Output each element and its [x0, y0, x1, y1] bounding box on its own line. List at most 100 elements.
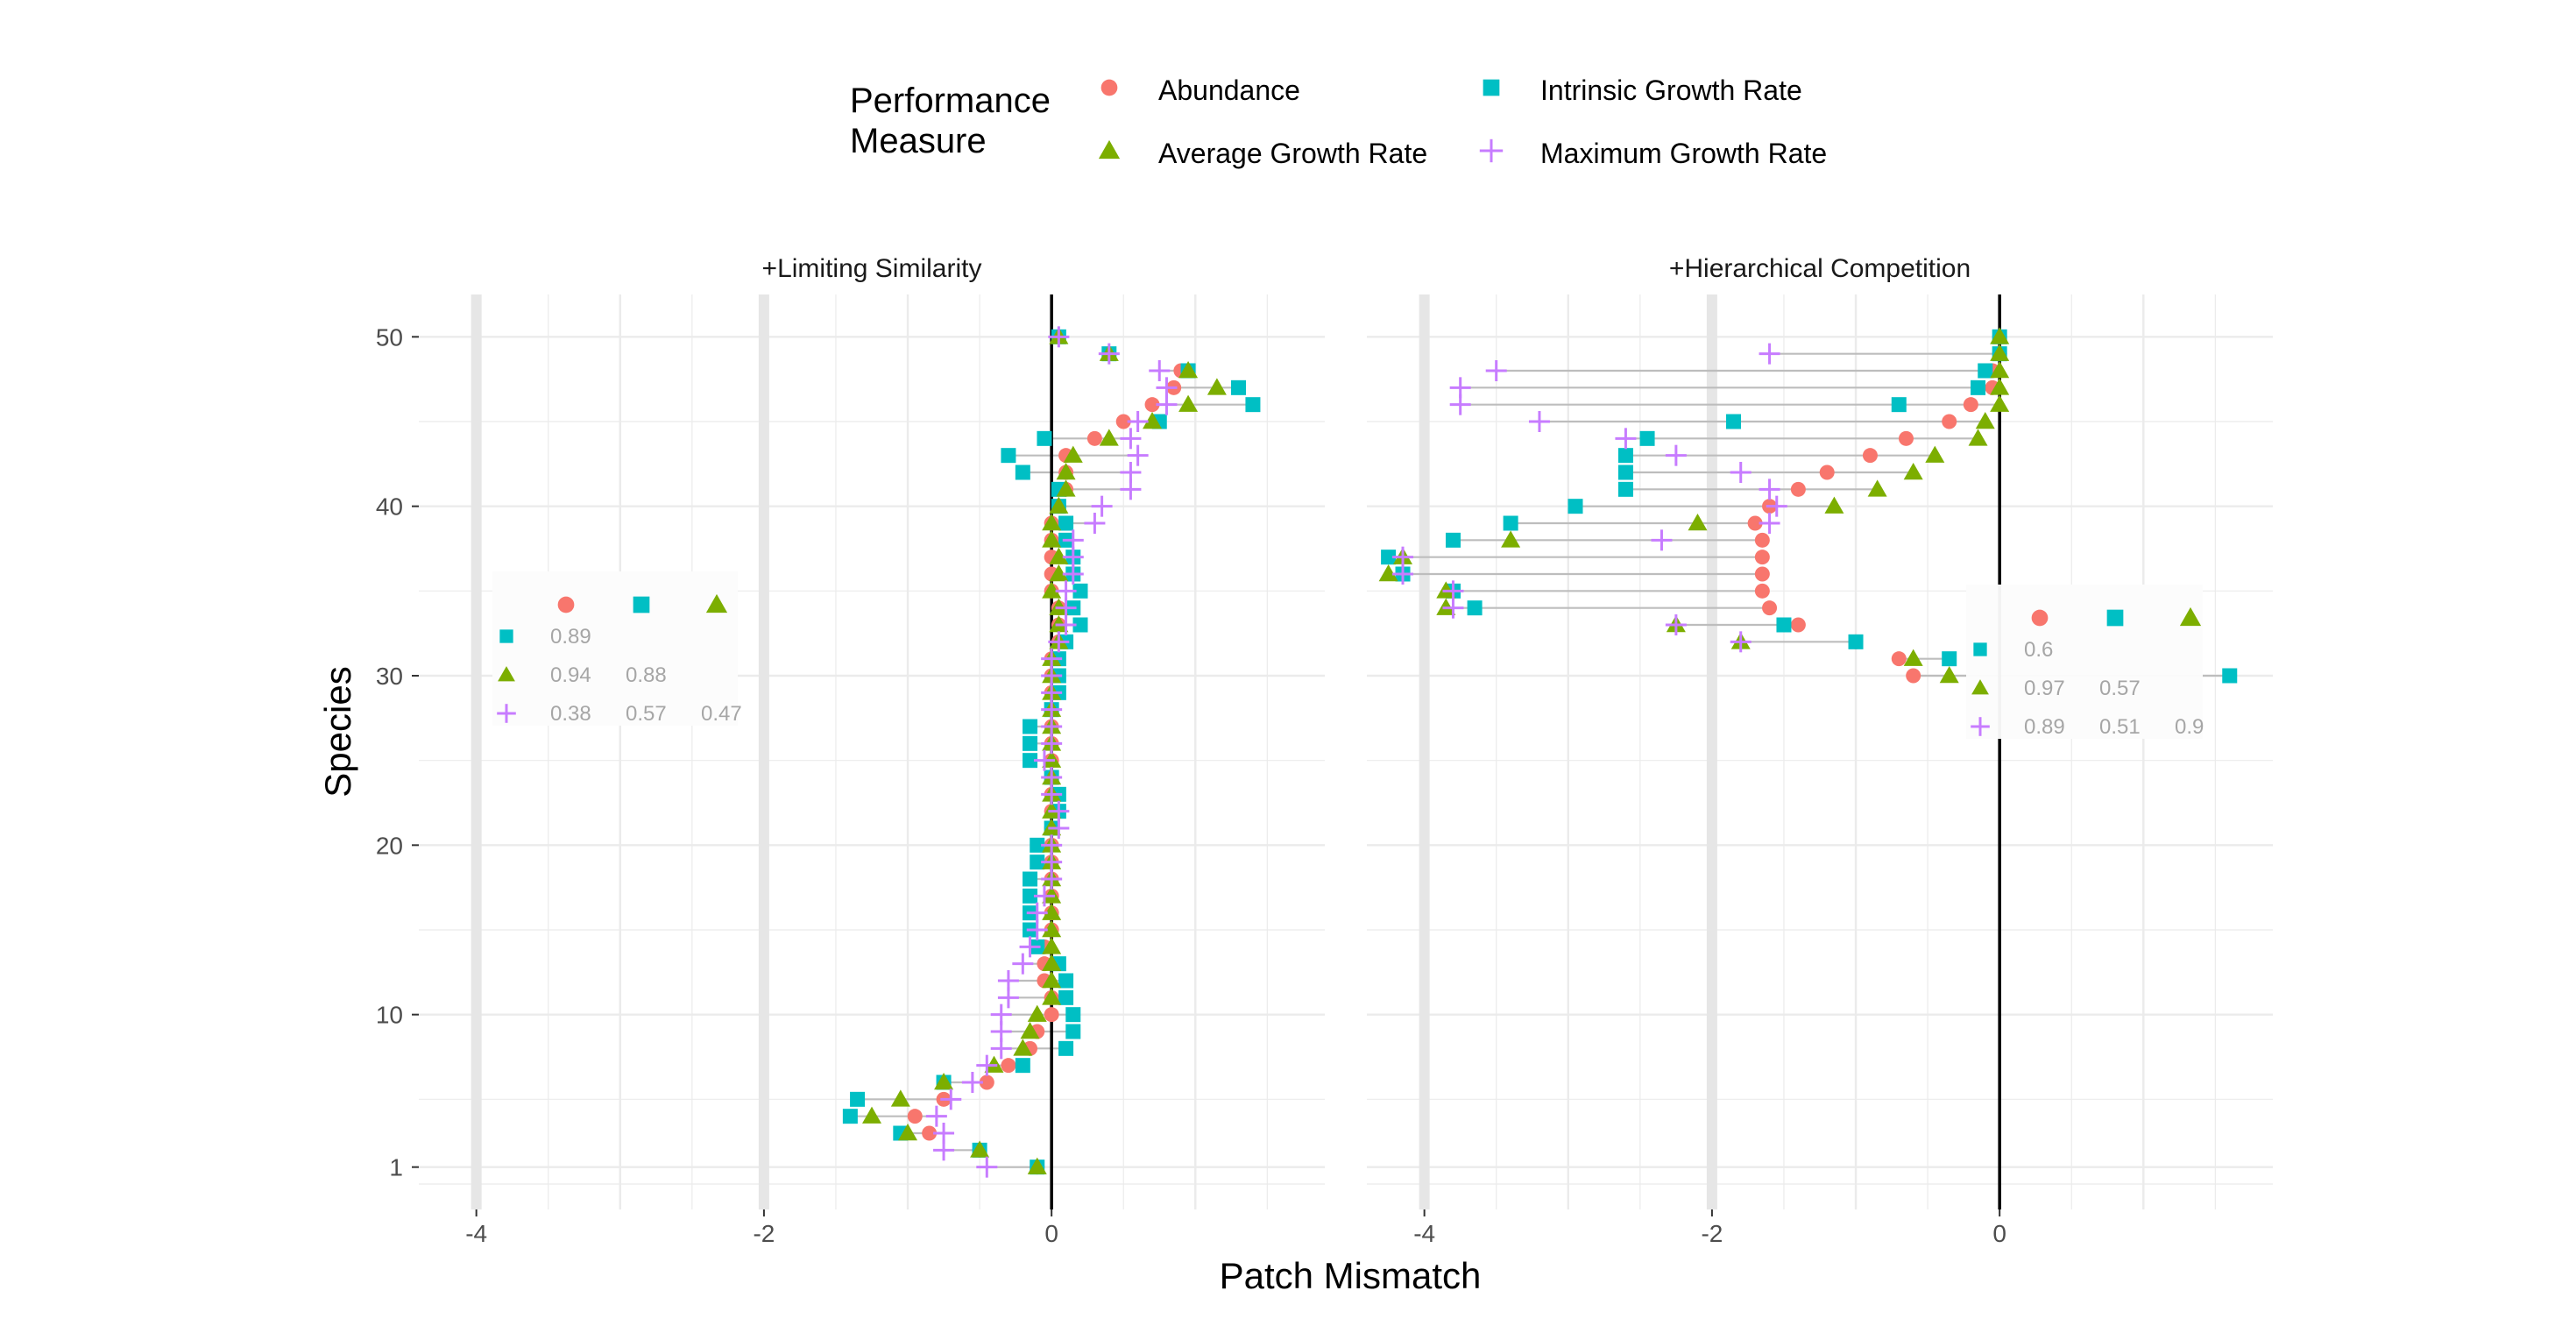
data-point-plus: [1120, 462, 1142, 483]
data-point-triangle: [1688, 514, 1708, 531]
y-tick-label: 1: [389, 1154, 403, 1181]
data-point-square: [1015, 464, 1030, 480]
inset-header-circle-marker: [557, 596, 575, 613]
panel-grid: [1367, 294, 2273, 1209]
legend-item-label: Abundance: [1158, 74, 1300, 106]
data-point-square: [842, 1109, 858, 1124]
data-point-square: [1617, 448, 1633, 464]
data-point-square: [1891, 397, 1907, 413]
data-point-plus: [1055, 580, 1077, 602]
data-point-plus: [1120, 428, 1142, 450]
data-point-triangle: [1042, 581, 1062, 599]
inset-correlation-value: 0.89: [550, 625, 591, 649]
data-point-circle: [1144, 397, 1160, 413]
y-tick-label: 30: [376, 663, 403, 690]
inset-correlation-value: 0.38: [550, 702, 591, 726]
data-point-circle: [1862, 448, 1878, 464]
data-point-plus: [1012, 953, 1034, 975]
data-point-square: [1726, 414, 1742, 429]
data-point-square: [1568, 499, 1583, 514]
inset-header-square-marker: [2106, 609, 2124, 627]
inset-correlation-value: 0.6: [2024, 638, 2053, 662]
data-point-square: [1445, 532, 1461, 548]
data-point-square: [1037, 430, 1052, 446]
legend-item-label: Maximum Growth Rate: [1540, 138, 1827, 169]
data-point-square: [850, 1091, 866, 1107]
data-point-plus: [1091, 495, 1113, 517]
data-point-plus: [1449, 377, 1471, 399]
data-point-triangle: [1501, 530, 1521, 548]
data-point-plus: [1048, 631, 1070, 653]
x-tick-label: 0: [1992, 1220, 2006, 1247]
data-point-plus: [925, 1105, 947, 1127]
legend-title-line-1: Performance: [850, 82, 1051, 120]
data-point-circle: [1001, 1058, 1016, 1074]
inset-correlation-value: 0.89: [2024, 715, 2065, 739]
legend-item-triangle: Average Growth Rate: [1098, 138, 1427, 169]
data-point-square: [1023, 753, 1038, 769]
data-point-plus: [976, 1156, 998, 1178]
data-point-triangle: [1042, 988, 1062, 1005]
y-tick-label: 20: [376, 832, 403, 859]
data-point-circle: [1754, 550, 1770, 565]
legend-square-marker: [1483, 79, 1500, 96]
inset-correlation-value: 0.97: [2024, 677, 2065, 700]
data-point-plus: [1062, 529, 1084, 551]
data-point-triangle: [1099, 429, 1119, 446]
data-point-plus: [1615, 428, 1637, 450]
inset-correlation-value: 0.94: [550, 663, 591, 687]
data-point-plus: [1048, 326, 1070, 348]
data-point-triangle: [1056, 463, 1076, 480]
data-point-square: [1503, 515, 1518, 531]
legend-item-circle: Abundance: [1100, 74, 1300, 106]
data-point-circle: [1762, 600, 1778, 616]
panel-title: +Limiting Similarity: [762, 254, 982, 283]
data-point-triangle: [1056, 479, 1076, 497]
data-point-square: [1072, 583, 1088, 599]
panel-grid: [419, 294, 1325, 1209]
x-tick-label: 0: [1044, 1220, 1058, 1247]
data-point-plus: [1019, 936, 1041, 958]
data-point-triangle: [1042, 514, 1062, 531]
data-point-square: [1776, 617, 1792, 633]
data-point-plus: [1127, 411, 1149, 432]
data-point-plus: [1485, 360, 1507, 381]
data-point-square: [1015, 1058, 1030, 1074]
data-point-square: [1381, 550, 1397, 565]
inset-row-plus-marker: [497, 704, 516, 723]
data-point-square: [1971, 379, 1986, 395]
data-point-plus: [1766, 495, 1787, 517]
legend-title-line-2: Measure: [850, 122, 987, 160]
data-point-plus: [1026, 902, 1048, 924]
data-point-triangle: [1990, 361, 2010, 379]
data-point-triangle: [1903, 649, 1923, 666]
inset-row-triangle-marker: [498, 666, 515, 682]
data-point-plus: [1033, 749, 1055, 771]
data-point-circle: [922, 1125, 938, 1141]
x-tick-label: -2: [753, 1220, 775, 1247]
data-point-circle: [1819, 464, 1835, 480]
legend-triangle-marker: [1098, 139, 1121, 160]
data-point-square: [1058, 973, 1074, 989]
data-point-plus: [1392, 546, 1414, 568]
inset-correlation-value: 0.57: [2099, 677, 2141, 700]
data-point-triangle: [1143, 412, 1163, 429]
data-point-triangle: [1042, 903, 1062, 920]
data-point-square: [1978, 363, 1993, 379]
data-point-plus: [961, 1072, 983, 1093]
x-tick-label: -4: [1413, 1220, 1435, 1247]
inset-row-plus-marker: [1971, 717, 1990, 736]
data-point-plus: [976, 1054, 998, 1076]
data-point-triangle: [898, 1124, 918, 1141]
data-point-plus: [997, 970, 1019, 991]
data-point-triangle: [1975, 412, 1995, 429]
legend-item-plus: Maximum Growth Rate: [1479, 138, 1827, 169]
x-tick-label: -2: [1701, 1220, 1723, 1247]
data-point-triangle: [1013, 1039, 1033, 1056]
data-point-plus: [1759, 479, 1780, 500]
data-point-triangle: [1925, 445, 1945, 463]
data-point-plus: [1048, 800, 1070, 822]
correlation-inset: 0.89 0.94 0.88 0.38 0.57 0.47: [492, 571, 742, 726]
data-point-triangle: [1178, 361, 1199, 379]
data-point-triangle: [862, 1106, 881, 1124]
